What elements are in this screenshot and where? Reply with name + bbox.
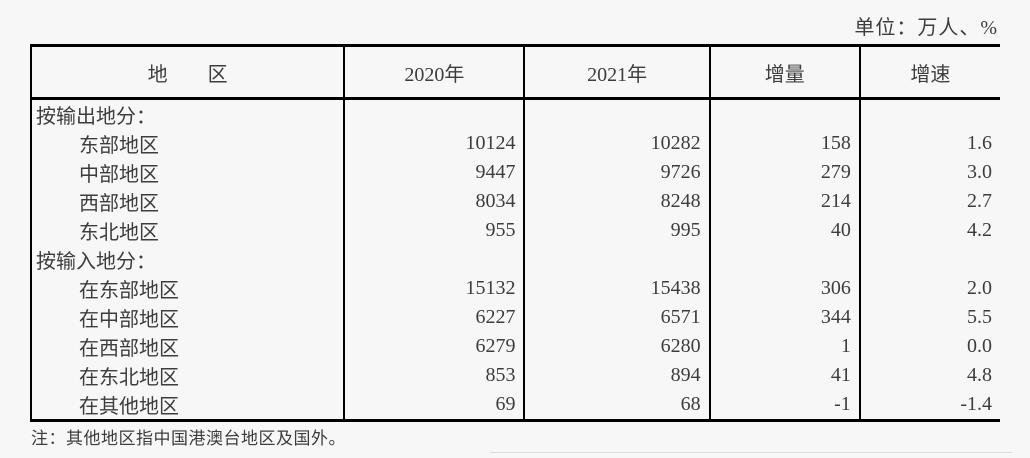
cell-growth: 1.6 xyxy=(967,132,992,154)
table-row-group-output: 按输出地分： xyxy=(31,98,1000,130)
cell-increment: -1 xyxy=(709,390,861,421)
cell-2020 xyxy=(344,245,526,274)
cell-growth: 5.5 xyxy=(967,306,992,328)
cell-increment: 40 xyxy=(709,216,861,245)
col-header-2021: 2021年 xyxy=(524,45,711,100)
col-header-increment: 增量 xyxy=(709,45,861,100)
cell-2021 xyxy=(524,245,711,274)
table-row: 西部地区 8034 8248 214 2.7 xyxy=(31,187,1000,216)
cell-2020: 955 xyxy=(344,216,526,245)
cell-2021: 9726 xyxy=(524,158,711,187)
cell-2021: 6280 xyxy=(524,332,711,361)
cell-region: 在东北地区 xyxy=(31,361,346,390)
cell-growth xyxy=(860,99,1000,130)
table-row: 在东部地区 15132 15438 306 2.0 xyxy=(31,274,1000,303)
cell-growth xyxy=(860,245,1000,274)
cell-region: 在其他地区 xyxy=(31,390,346,421)
cell-growth: 4.2 xyxy=(967,219,992,241)
cell-region: 西部地区 xyxy=(31,187,346,216)
cell-region: 在西部地区 xyxy=(31,332,346,361)
cell-increment: 158 xyxy=(709,129,861,158)
col-header-2020: 2020年 xyxy=(344,45,526,100)
col-header-region: 地 区 xyxy=(31,45,346,100)
unit-label: 单位：万人、% xyxy=(854,17,998,39)
cell-growth: 2.0 xyxy=(967,277,992,299)
cell-2020: 6279 xyxy=(344,332,526,361)
cell-increment: 214 xyxy=(709,187,861,216)
cell-growth: 3.0 xyxy=(967,161,992,183)
table-row: 在中部地区 6227 6571 344 5.5 xyxy=(31,303,1000,332)
cell-growth: -1.4 xyxy=(960,393,992,415)
cell-2021: 995 xyxy=(524,216,711,245)
col-header-growth: 增速 xyxy=(859,45,1000,100)
cell-2021 xyxy=(524,98,711,129)
cell-increment: 306 xyxy=(709,274,861,303)
table-row-group-input: 按输入地分： xyxy=(31,245,1000,274)
cell-region: 在东部地区 xyxy=(31,274,346,303)
cell-region: 东北地区 xyxy=(31,216,346,245)
table-row: 东北地区 955 995 40 4.2 xyxy=(31,216,1000,245)
cell-increment: 1 xyxy=(709,332,861,361)
cell-2020: 15132 xyxy=(344,274,526,303)
cell-increment: 41 xyxy=(709,361,861,390)
cell-2020: 8034 xyxy=(344,187,526,216)
cell-growth: 2.7 xyxy=(967,190,992,212)
table-row: 东部地区 10124 10282 158 1.6 xyxy=(31,129,1000,158)
cell-2020: 6227 xyxy=(344,303,526,332)
cell-2020: 853 xyxy=(344,361,526,390)
cell-region: 中部地区 xyxy=(31,158,346,187)
cell-region: 按输出地分： xyxy=(31,98,346,129)
cell-increment: 279 xyxy=(709,158,861,187)
cell-2021: 8248 xyxy=(524,187,711,216)
cell-growth: 4.8 xyxy=(967,364,992,386)
table-row: 在西部地区 6279 6280 1 0.0 xyxy=(31,332,1000,361)
cell-2020: 10124 xyxy=(344,129,526,158)
cell-2020: 69 xyxy=(344,390,526,421)
cell-2020: 9447 xyxy=(344,158,526,187)
cell-2021: 894 xyxy=(524,361,711,390)
cell-growth: 0.0 xyxy=(967,335,992,357)
table-row: 在东北地区 853 894 41 4.8 xyxy=(31,361,1000,390)
table-row: 中部地区 9447 9726 279 3.0 xyxy=(31,158,1000,187)
cell-increment xyxy=(709,245,861,274)
cell-increment xyxy=(709,98,861,129)
cell-region: 在中部地区 xyxy=(31,303,346,332)
cell-2021: 68 xyxy=(524,390,711,421)
cell-region: 按输入地分： xyxy=(31,245,346,274)
table-footnote: 注：其他地区指中国港澳台地区及国外。 xyxy=(31,429,346,448)
table-row: 在其他地区 69 68 -1 -1.4 xyxy=(31,390,1000,421)
cell-2021: 6571 xyxy=(524,303,711,332)
cell-increment: 344 xyxy=(709,303,861,332)
cell-2020 xyxy=(344,98,526,129)
table-header-row: 地 区 2020年 2021年 增量 增速 xyxy=(31,45,1000,100)
cell-2021: 15438 xyxy=(524,274,711,303)
cell-2021: 10282 xyxy=(524,129,711,158)
cell-region: 东部地区 xyxy=(31,129,346,158)
region-data-table: 地 区 2020年 2021年 增量 增速 按输出地分： 东部地区 10124 … xyxy=(30,44,1000,422)
next-table-top-rule xyxy=(490,452,1012,453)
